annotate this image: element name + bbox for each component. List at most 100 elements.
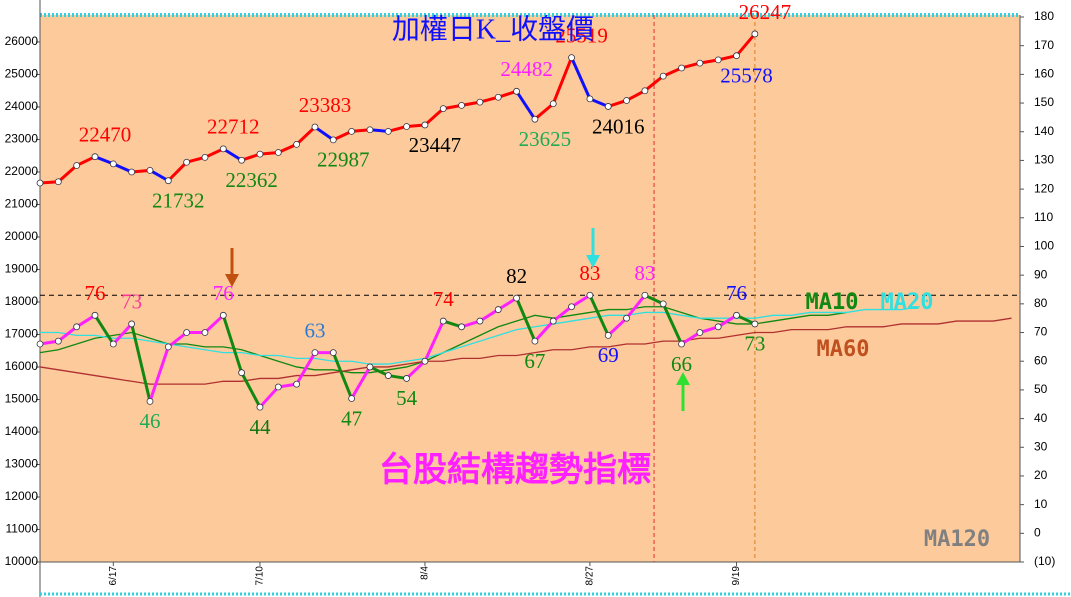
y2-tick-label: 170 xyxy=(1034,38,1054,52)
data-label: 47 xyxy=(341,406,362,430)
point xyxy=(384,372,392,379)
x-tick-label: 8/27 xyxy=(585,566,596,586)
y2-tick-label: 100 xyxy=(1034,239,1054,253)
series-segment xyxy=(295,351,317,385)
point xyxy=(274,383,282,391)
point xyxy=(678,64,685,72)
point xyxy=(714,323,722,331)
point xyxy=(201,329,209,336)
point xyxy=(623,314,630,322)
data-label: 76 xyxy=(84,281,105,305)
data-label: 23625 xyxy=(519,127,572,151)
point xyxy=(384,127,392,135)
point xyxy=(164,177,172,185)
data-label: 46 xyxy=(139,409,160,433)
point xyxy=(696,59,704,67)
point xyxy=(348,127,356,135)
point xyxy=(128,168,136,176)
point xyxy=(751,30,759,38)
data-label: 76 xyxy=(726,281,747,305)
y-tick-label: 16000 xyxy=(5,359,39,373)
point xyxy=(604,103,612,110)
point xyxy=(164,343,172,351)
y-tick-label: 24000 xyxy=(5,99,39,113)
series-segment xyxy=(533,102,555,121)
point xyxy=(641,87,649,95)
y2-tick-label: 150 xyxy=(1034,95,1054,109)
point xyxy=(586,291,594,299)
point xyxy=(513,294,520,302)
point xyxy=(256,403,264,411)
point xyxy=(256,150,264,158)
legend-ma10: MA10 xyxy=(806,290,859,315)
legend-ma20: MA20 xyxy=(881,290,934,315)
y-tick-label: 12000 xyxy=(5,489,39,503)
point xyxy=(311,123,319,131)
plot-area xyxy=(40,15,1020,562)
series-segment xyxy=(148,346,170,402)
y-tick-label: 20000 xyxy=(5,229,39,243)
y-tick-label: 13000 xyxy=(5,457,39,471)
series-segment xyxy=(552,305,573,323)
y-tick-label: 25000 xyxy=(5,67,39,81)
ma-line xyxy=(40,306,920,365)
series-segment xyxy=(735,32,757,57)
point xyxy=(421,121,429,129)
point xyxy=(733,311,740,319)
data-label: 73 xyxy=(744,332,765,356)
point xyxy=(274,149,282,156)
ma-line xyxy=(39,317,1012,385)
point xyxy=(458,101,465,109)
data-label: 22987 xyxy=(317,148,370,172)
data-label: 25578 xyxy=(720,64,773,88)
chart-subtitle: 台股結構趨勢指標 xyxy=(379,451,651,489)
point xyxy=(439,105,447,113)
point xyxy=(531,115,539,123)
data-label: 67 xyxy=(524,349,545,373)
series-segment xyxy=(625,294,647,320)
series-segment xyxy=(203,314,225,334)
data-label: 63 xyxy=(304,318,325,342)
y2-tick-label: 0 xyxy=(1034,525,1041,539)
point xyxy=(531,337,539,345)
data-label: 69 xyxy=(598,343,619,367)
data-label: 73 xyxy=(121,290,142,314)
data-label: 24482 xyxy=(500,57,553,81)
series-segment xyxy=(130,323,152,402)
series-segment xyxy=(570,293,591,308)
series-segment xyxy=(661,303,683,345)
data-label: 22362 xyxy=(225,168,278,192)
y-tick-label: 17000 xyxy=(5,327,39,341)
series-segment xyxy=(258,386,280,409)
y2-tick-label: 120 xyxy=(1034,181,1054,195)
series-segment xyxy=(93,314,115,345)
data-label: 82 xyxy=(506,264,527,288)
data-label: 44 xyxy=(249,415,271,439)
point xyxy=(201,153,209,161)
y2-tick-label: 50 xyxy=(1034,382,1048,396)
point xyxy=(109,340,117,348)
series-segment xyxy=(607,317,628,337)
point xyxy=(549,100,557,108)
data-label: 25519 xyxy=(555,23,608,47)
arrow xyxy=(225,248,239,287)
series-segment xyxy=(479,308,500,323)
y-tick-label: 26000 xyxy=(5,34,39,48)
point xyxy=(54,337,62,345)
point xyxy=(403,375,411,382)
x-tick-label: 8/4 xyxy=(420,566,431,580)
y2-tick-label: 20 xyxy=(1034,468,1048,482)
point xyxy=(54,178,62,186)
series-segment xyxy=(515,90,537,120)
y2-tick-label: (10) xyxy=(1034,554,1055,568)
point xyxy=(219,145,227,153)
series-segment xyxy=(350,366,372,400)
data-label: 26247 xyxy=(739,0,792,24)
point xyxy=(183,158,191,166)
point xyxy=(439,317,447,325)
series-segment xyxy=(75,314,96,329)
y2-tick-label: 40 xyxy=(1034,411,1048,425)
data-label: 76 xyxy=(213,281,234,305)
x-tick-label: 6/17 xyxy=(108,566,119,586)
point xyxy=(73,323,81,331)
